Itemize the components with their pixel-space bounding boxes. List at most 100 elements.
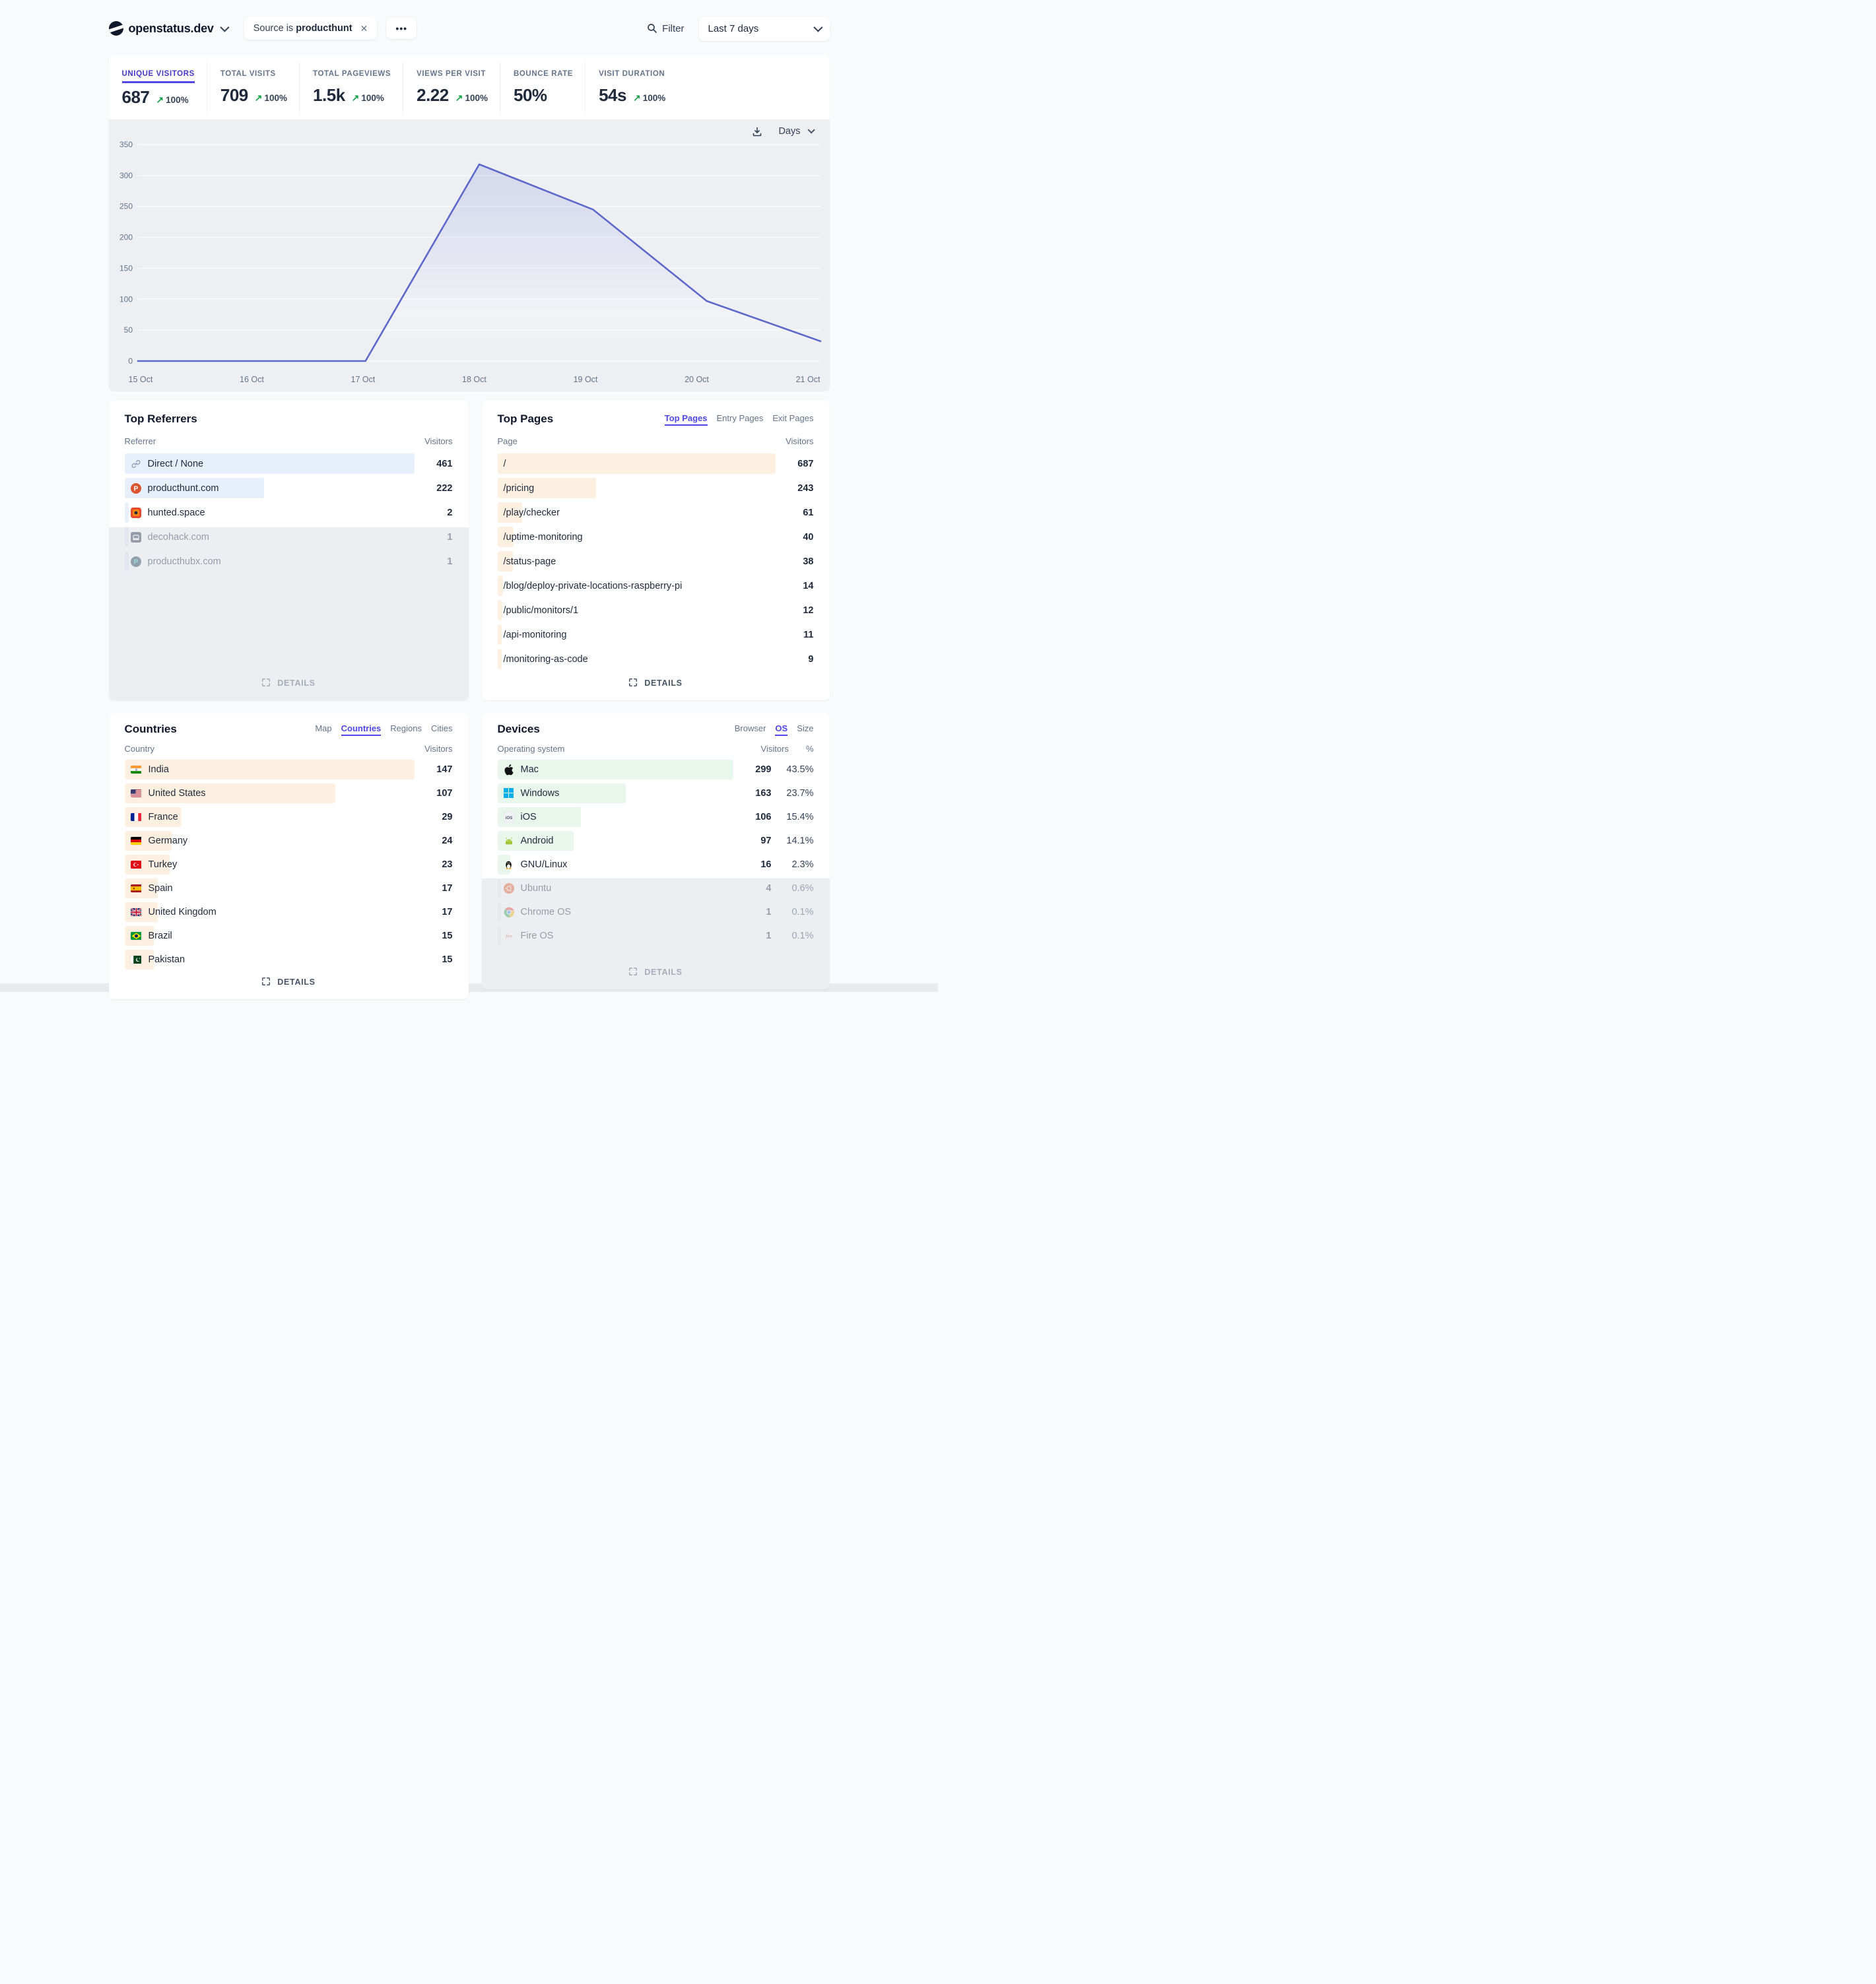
table-row[interactable]: /api-monitoring 11: [497, 622, 814, 647]
tab-top-pages[interactable]: Top Pages: [664, 413, 708, 426]
table-row[interactable]: /play/checker 61: [497, 500, 814, 525]
filter-label: Filter: [662, 22, 685, 34]
filter-button[interactable]: Filter: [647, 22, 685, 34]
table-row[interactable]: /uptime-monitoring 40: [497, 525, 814, 549]
date-range-select[interactable]: Last 7 days: [698, 16, 830, 41]
site-switcher[interactable]: openstatus.dev: [108, 21, 230, 36]
more-button[interactable]: •••: [386, 18, 417, 39]
tab-browser[interactable]: Browser: [734, 723, 766, 733]
details-button[interactable]: DETAILS: [498, 671, 814, 691]
top-pages-panel: Top Pages Top Pages Entry Pages Exit Pages…: [481, 401, 830, 700]
stat-value: 54s: [599, 85, 626, 105]
table-row[interactable]: Direct / None 461: [124, 451, 453, 476]
table-row[interactable]: Spain 17: [124, 876, 453, 900]
table-row[interactable]: United States 107: [124, 781, 453, 805]
stat-unique-visitors[interactable]: UNIQUE VISITORS 687 ↗ 100%: [109, 62, 207, 114]
tab-regions[interactable]: Regions: [390, 723, 422, 733]
top-referrers-panel: Top Referrers Referrer Visitors Direct /…: [108, 401, 469, 700]
table-row[interactable]: Turkey 23: [124, 853, 453, 876]
table-row[interactable]: iOS iOS 106 15.4%: [497, 805, 814, 829]
row-label: /public/monitors/1: [503, 605, 579, 616]
table-row[interactable]: India 147: [124, 758, 453, 781]
chart-section: Days 0 50 100 150 200 250 300 350 15 Oct 16 Oct 1…: [108, 119, 830, 391]
row-bar: [124, 502, 129, 523]
details-button[interactable]: DETAILS: [125, 671, 453, 691]
producthubx-icon: P: [130, 556, 141, 567]
row-visitors: 23: [442, 859, 453, 870]
visitors-line-chart[interactable]: 0 50 100 150 200 250 300 350: [109, 138, 830, 374]
row-label: /blog/deploy-private-locations-raspberry…: [503, 580, 683, 591]
chevron-down-icon: [220, 22, 230, 32]
svg-text:150: 150: [119, 263, 132, 273]
row-visitors: 1: [447, 531, 453, 543]
arrow-up-right-icon: ↗: [632, 92, 641, 103]
interval-value: Days: [778, 126, 801, 137]
column-country: Country: [124, 744, 155, 754]
table-row[interactable]: hunted.space 2: [124, 500, 453, 525]
table-row[interactable]: Pakistan 15: [124, 948, 453, 972]
flag-germany: [130, 836, 142, 845]
stat-views-per-visit[interactable]: VIEWS PER VISIT 2.22 ↗ 100%: [403, 62, 500, 114]
table-row[interactable]: fire Fire OS 1 0.1%: [497, 924, 814, 948]
table-row[interactable]: Windows 163 23.7%: [497, 781, 814, 805]
table-row[interactable]: /status-page 38: [497, 549, 814, 574]
stat-visit-duration[interactable]: VISIT DURATION 54s ↗ 100%: [586, 62, 677, 114]
table-row[interactable]: /public/monitors/1 12: [497, 598, 814, 622]
row-visitors: 106: [755, 812, 772, 822]
row-bar: [497, 502, 522, 523]
flag-united-kingdom: [130, 908, 142, 917]
table-row[interactable]: /blog/deploy-private-locations-raspberry…: [497, 574, 814, 598]
arrow-up-right-icon: ↗: [156, 94, 164, 105]
tab-cities[interactable]: Cities: [430, 723, 453, 733]
interval-select[interactable]: Days: [778, 126, 815, 137]
svg-text:350: 350: [119, 140, 132, 149]
stat-bounce-rate[interactable]: BOUNCE RATE 50%: [500, 62, 586, 114]
table-row[interactable]: decohack.com 1: [124, 525, 453, 549]
row-bar: [124, 783, 336, 803]
filter-chip-text: Source is producthunt: [253, 23, 352, 34]
svg-text:P: P: [133, 485, 138, 492]
row-label: hunted.space: [125, 507, 205, 518]
table-row[interactable]: /monitoring-as-code 9: [497, 647, 814, 671]
svg-text:iOS: iOS: [505, 816, 512, 820]
tab-entry-pages[interactable]: Entry Pages: [716, 413, 764, 423]
table-row[interactable]: / 687: [497, 451, 814, 476]
details-button[interactable]: DETAILS: [498, 962, 814, 980]
row-label: /status-page: [503, 556, 556, 567]
table-row[interactable]: Brazil 15: [124, 924, 453, 948]
stat-total-visits[interactable]: TOTAL VISITS 709 ↗ 100%: [207, 62, 300, 114]
details-button[interactable]: DETAILS: [125, 972, 453, 990]
x-axis-tick: 15 Oct: [128, 375, 153, 384]
close-icon[interactable]: ✕: [360, 23, 368, 34]
table-row[interactable]: Ubuntu 4 0.6%: [497, 876, 814, 900]
row-visitors: 15: [442, 931, 453, 941]
table-row[interactable]: United Kingdom 17: [124, 900, 453, 924]
table-row[interactable]: GNU/Linux 16 2.3%: [497, 853, 814, 876]
download-icon[interactable]: [752, 126, 762, 137]
table-row[interactable]: France 29: [124, 805, 453, 829]
row-label: Ubuntu: [498, 883, 551, 894]
tab-size[interactable]: Size: [797, 723, 814, 733]
stat-label: VISIT DURATION: [599, 70, 665, 78]
tab-countries[interactable]: Countries: [341, 723, 382, 736]
expand-icon: [261, 678, 272, 688]
ubuntu-icon: [503, 883, 514, 894]
table-row[interactable]: Android 97 14.1%: [497, 829, 814, 853]
table-row[interactable]: Germany 24: [124, 829, 453, 853]
filter-chip-source[interactable]: Source is producthunt ✕: [244, 17, 378, 40]
flag-india: [130, 765, 142, 774]
row-bar: [497, 551, 513, 572]
row-percent: 14.1%: [786, 836, 814, 846]
table-row[interactable]: /pricing 243: [497, 476, 814, 500]
stat-value: 50%: [513, 85, 547, 105]
table-row[interactable]: Mac 299 43.5%: [497, 758, 814, 781]
table-row[interactable]: Chrome OS 1 0.1%: [497, 900, 814, 924]
tab-os[interactable]: OS: [775, 723, 788, 736]
stat-total-pageviews[interactable]: TOTAL PAGEVIEWS 1.5k ↗ 100%: [300, 62, 404, 114]
visitors-chart-card: UNIQUE VISITORS 687 ↗ 100% TOTAL VISITS 709…: [108, 55, 830, 391]
tab-map[interactable]: Map: [315, 723, 332, 733]
tab-exit-pages[interactable]: Exit Pages: [772, 413, 814, 423]
row-bar: [497, 576, 503, 596]
